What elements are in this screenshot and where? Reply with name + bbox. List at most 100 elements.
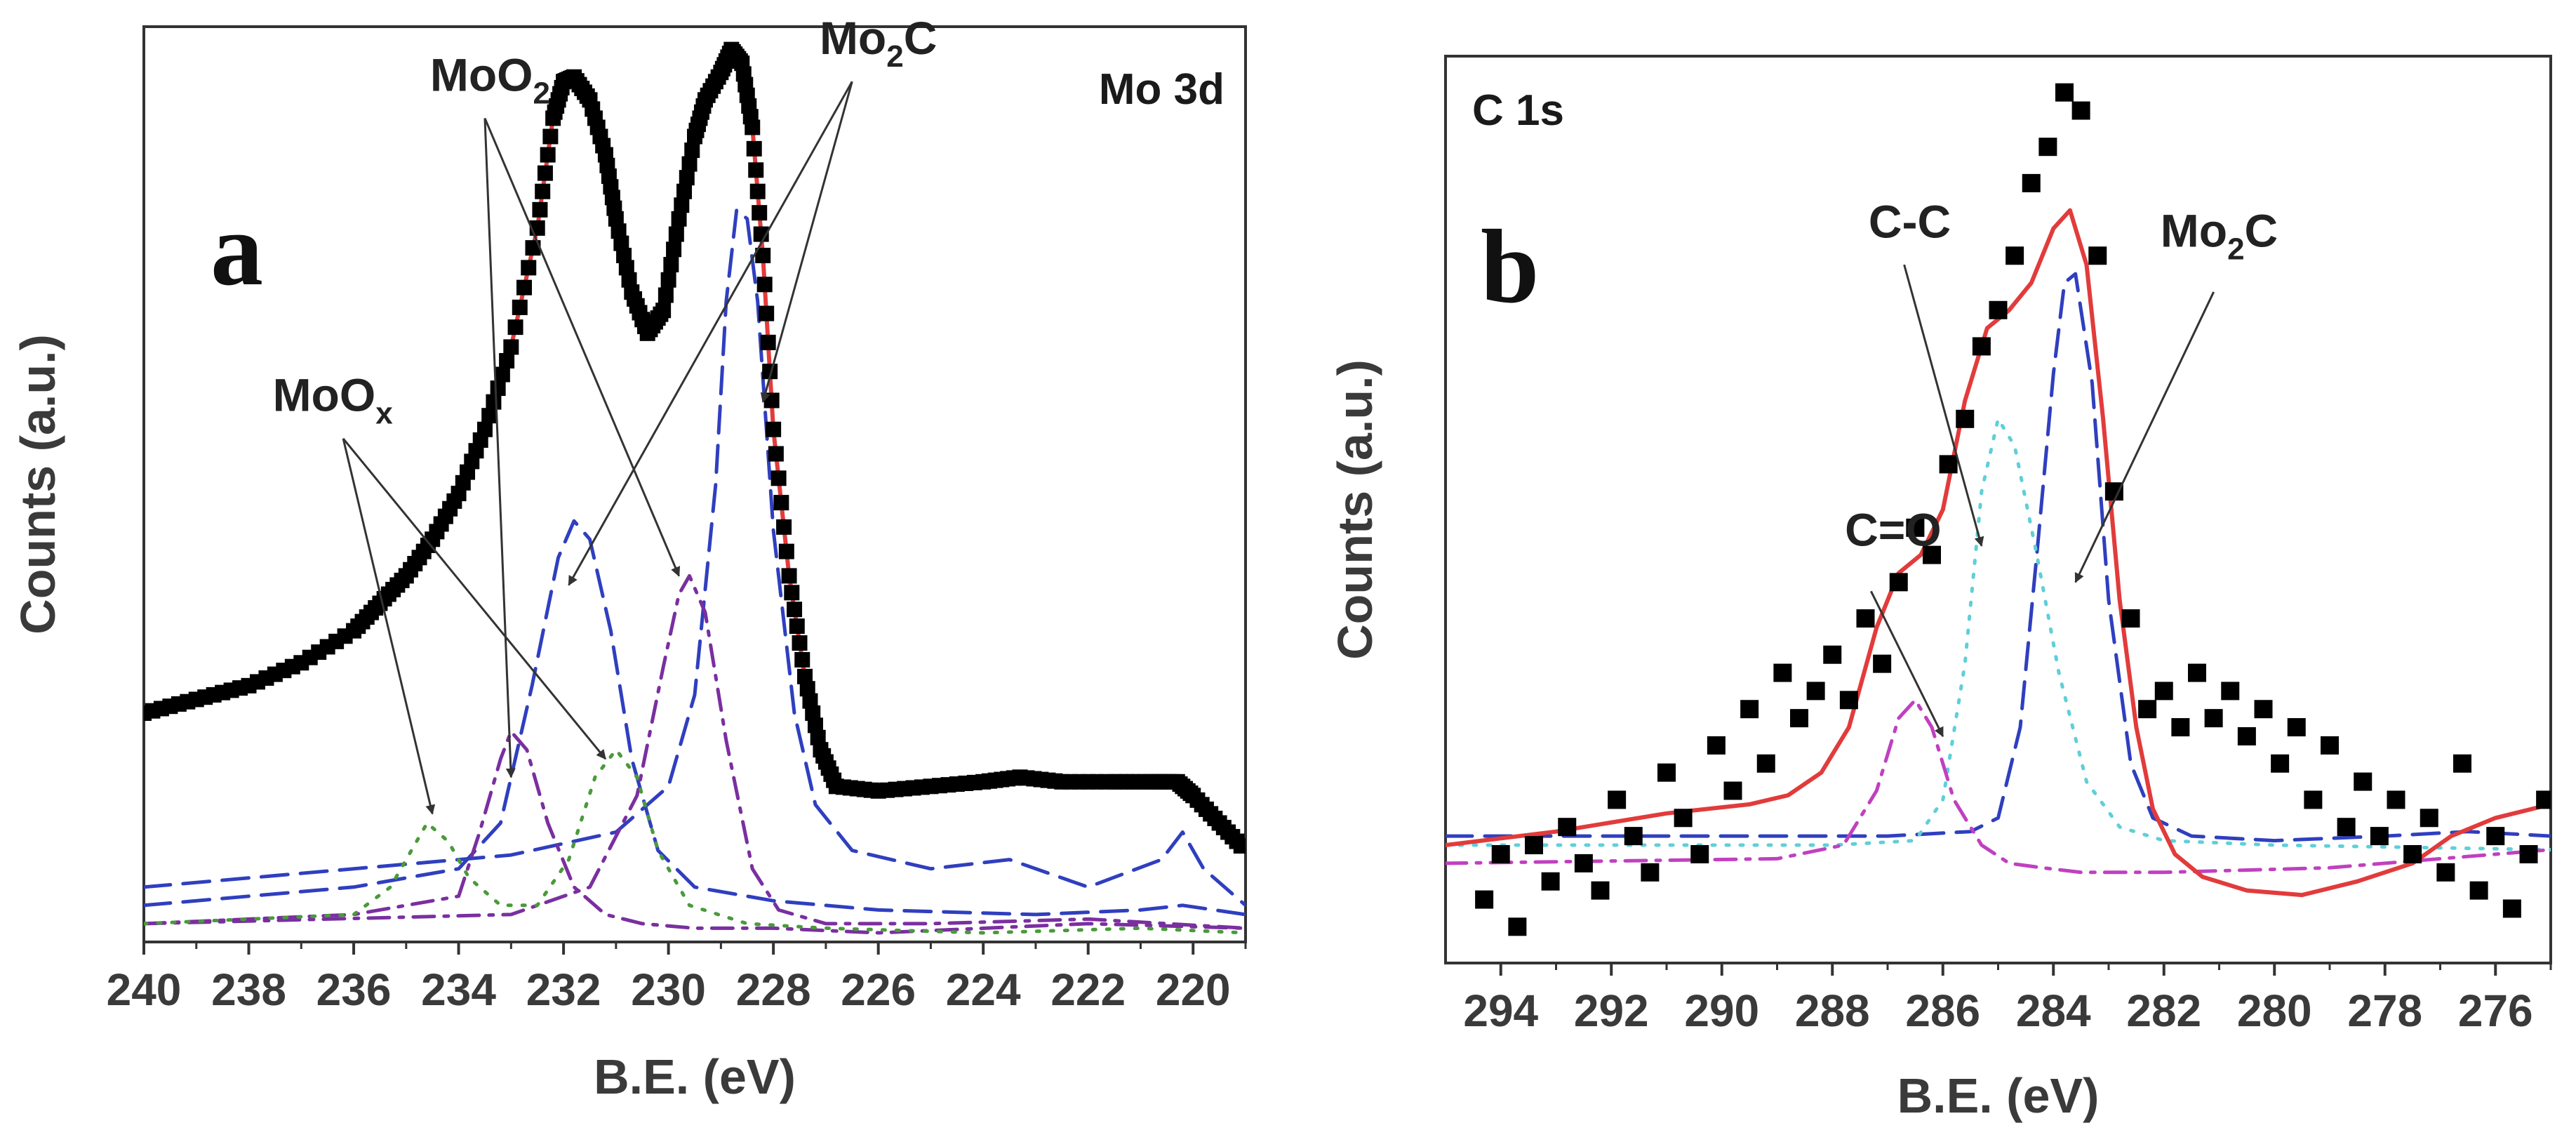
data-point: [2221, 682, 2240, 701]
annotation-label: MoO2: [430, 48, 550, 110]
data-point: [2006, 246, 2024, 265]
annotation-base: Mo: [820, 12, 886, 64]
x-tick-label: 238: [211, 964, 286, 1015]
data-point: [2237, 727, 2256, 745]
series-mo2c-3d3-2: [144, 519, 1246, 917]
x-tick-label: 294: [1463, 985, 1538, 1036]
data-point: [756, 277, 773, 293]
x-axis-title: B.E. (eV): [594, 1049, 796, 1104]
data-point: [1233, 838, 1246, 854]
data-point: [1624, 827, 1643, 846]
annotation-arrow: [1870, 590, 1944, 738]
data-point: [663, 257, 679, 273]
x-tick-label: 284: [2016, 985, 2091, 1036]
panel-letter: b: [1481, 208, 1539, 325]
data-point: [668, 226, 684, 242]
annotation-base: MoO: [273, 369, 376, 421]
x-tick-label: 224: [946, 964, 1021, 1015]
panel-subtitle: Mo 3d: [1099, 65, 1224, 114]
data-point: [1956, 409, 1975, 428]
data-point: [1856, 609, 1875, 628]
x-tick-label: 222: [1050, 964, 1126, 1015]
data-point: [2420, 809, 2438, 828]
data-point: [1707, 736, 1726, 755]
data-point: [799, 681, 815, 697]
data-point: [666, 241, 682, 258]
annotation-arrow: [2074, 291, 2215, 583]
x-tick-label: 278: [2347, 985, 2422, 1036]
data-point: [2304, 790, 2323, 809]
data-point: [762, 364, 778, 380]
data-point: [618, 260, 634, 276]
data-point: [1989, 300, 2008, 319]
data-point: [494, 366, 510, 383]
data-point: [794, 651, 810, 668]
data-point: [2204, 709, 2223, 728]
x-tick-label: 236: [316, 964, 392, 1015]
data-point: [2287, 718, 2306, 737]
data-point: [613, 235, 629, 251]
data-point: [499, 352, 515, 369]
data-point: [1541, 872, 1560, 891]
annotation-base: MoO: [430, 48, 533, 100]
annotation-mo2c: Mo2C: [2074, 204, 2278, 583]
data-point: [745, 119, 761, 135]
annotation-moo2: MoO2: [430, 48, 681, 778]
data-point: [1558, 818, 1577, 837]
data-point: [752, 205, 768, 221]
data-point: [2088, 246, 2107, 265]
x-tick-label: 228: [736, 964, 811, 1015]
data-point: [671, 211, 687, 227]
data-point: [2271, 754, 2290, 773]
data-point: [784, 585, 800, 601]
annotation-label: Mo2C: [820, 12, 937, 74]
annotation-label: C-C: [1869, 195, 1951, 247]
data-point: [1674, 809, 1693, 828]
data-point: [2436, 863, 2455, 882]
data-point: [766, 421, 782, 437]
chart-panel-b: 294 292 290 288 286 284 282 280 278 276 B.E. (eV) C…: [1328, 55, 2552, 1123]
x-tick-label: 234: [421, 964, 496, 1015]
annotation-arrow: [1903, 264, 1984, 547]
x-tick-label: 220: [1156, 964, 1231, 1015]
data-point: [660, 272, 676, 288]
data-point: [787, 602, 803, 618]
data-point: [507, 319, 523, 336]
series-c-o: [1446, 698, 2551, 875]
data-point: [1939, 455, 1958, 474]
data-point: [1923, 545, 1941, 564]
annotation-label: C=O: [1845, 504, 1942, 556]
chart-panel-a: 240 238 236 234 232 230 228 226 224 222 220 B.E. (e…: [11, 12, 1247, 1104]
data-point: [490, 380, 506, 397]
data-point: [776, 519, 792, 535]
data-point: [512, 299, 528, 315]
data-point: [684, 142, 700, 159]
annotation-arrow: [483, 118, 516, 778]
data-point: [1823, 645, 1842, 664]
data-point: [1608, 790, 1627, 809]
data-point: [2071, 101, 2090, 120]
data-point: [610, 223, 627, 239]
data-point: [2321, 736, 2339, 755]
plot-area: [144, 41, 1246, 935]
data-point: [1839, 691, 1858, 710]
data-point: [1525, 836, 1543, 855]
data-point: [1906, 518, 1925, 537]
annotation-arrow: [483, 117, 681, 577]
series-moo2-2-: [144, 573, 1246, 930]
series-moox: [144, 748, 1246, 935]
series-mo2c-3d5-2: [144, 208, 1246, 908]
data-point: [2502, 899, 2521, 918]
data-point: [797, 668, 813, 684]
data-point: [1873, 654, 1892, 673]
data-point: [540, 147, 556, 163]
x-tick-label: 240: [107, 964, 182, 1015]
data-point: [2171, 718, 2190, 737]
data-point: [676, 183, 693, 199]
data-point: [760, 334, 776, 350]
annotation-sub: 2: [886, 39, 903, 74]
data-point: [810, 729, 826, 745]
panel-subtitle: C 1s: [1472, 86, 1564, 135]
data-point: [1508, 917, 1527, 936]
annotation-arrow: [342, 438, 436, 815]
